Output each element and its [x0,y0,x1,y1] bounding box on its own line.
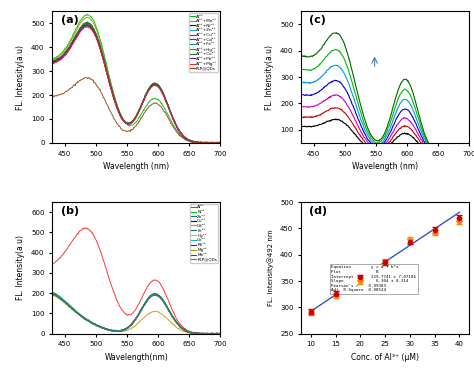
Text: (b): (b) [61,206,79,216]
Y-axis label: FL. Intensity(a.u): FL. Intensity(a.u) [17,236,26,300]
Legend: Al³⁺, Ni²⁺, Zn²⁺, Cu²⁺, Cd²⁺, Fe³⁺, Hg²⁺, Co²⁺, Pb²⁺, Mg²⁺, Mn²⁺, PLP@QDs: Al³⁺, Ni²⁺, Zn²⁺, Cu²⁺, Cd²⁺, Fe³⁺, Hg²⁺… [190,204,218,263]
Y-axis label: FL. Intensity(a.u): FL. Intensity(a.u) [17,45,26,110]
Legend: Al³⁺, Al³⁺+Mn²⁺, Al³⁺+Ni²⁺, Al³⁺+Zn²⁺, Al³⁺+Cu²⁺, Al³⁺+Cd²⁺, Al³⁺+Fe³⁺, Al³⁺+Hg²: Al³⁺, Al³⁺+Mn²⁺, Al³⁺+Ni²⁺, Al³⁺+Zn²⁺, A… [189,13,218,72]
Y-axis label: FL. Intensity@492 nm: FL. Intensity@492 nm [268,230,274,306]
Y-axis label: FL. Intensity(a.u): FL. Intensity(a.u) [265,45,274,110]
X-axis label: Wavelength(nm): Wavelength(nm) [104,353,168,362]
Text: (a): (a) [61,15,78,25]
X-axis label: Conc. of Al³⁺ (µM): Conc. of Al³⁺ (µM) [351,353,419,362]
X-axis label: Wavelength (nm): Wavelength (nm) [103,162,169,171]
X-axis label: Wavelength (nm): Wavelength (nm) [352,162,418,171]
Text: (c): (c) [310,15,327,25]
Text: Equation        y = a + b*x
Plot              B
Intercept       229.7741 ± 7.071: Equation y = a + b*x Plot B Intercept 22… [331,265,416,292]
Text: (d): (d) [310,206,328,216]
